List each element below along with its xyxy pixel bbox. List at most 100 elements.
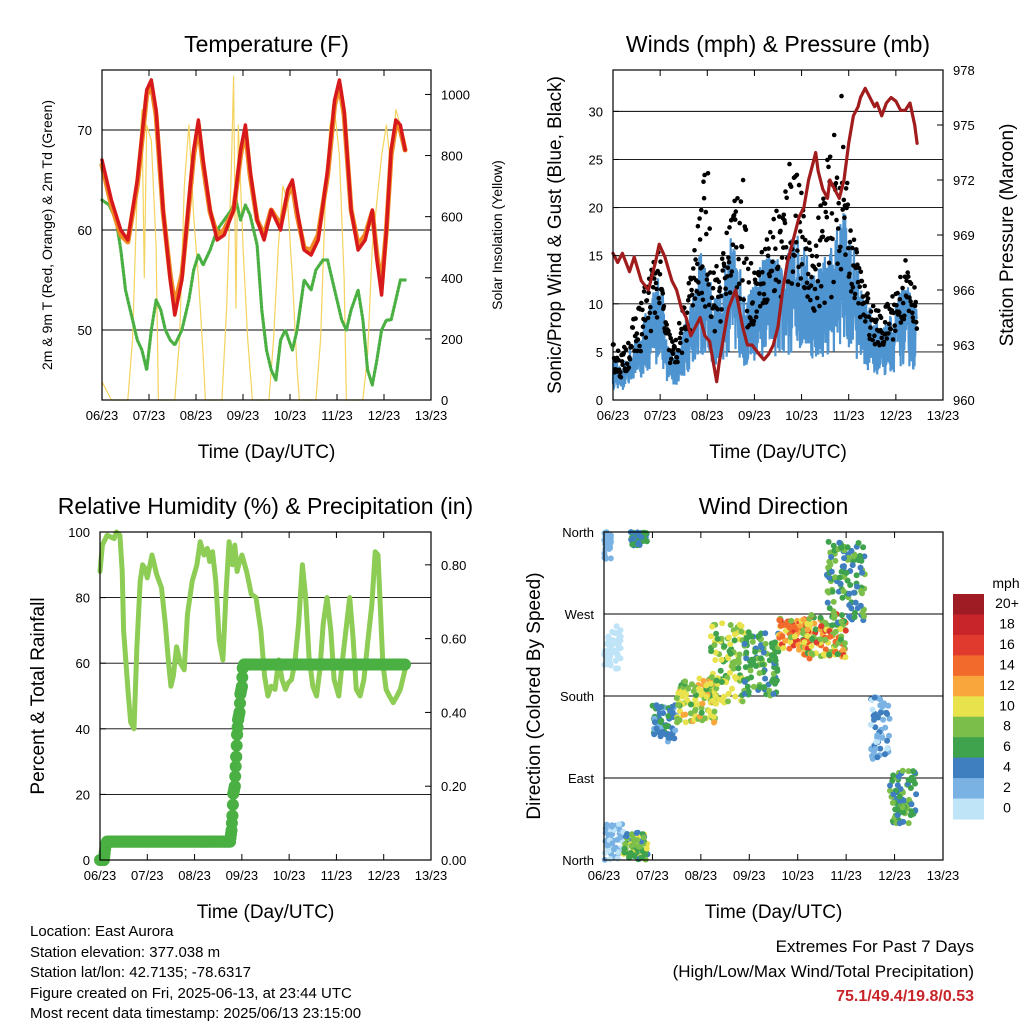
gust-point [727, 225, 732, 230]
direction-point [848, 547, 855, 554]
gust-point [898, 274, 903, 280]
gust-point [835, 226, 841, 231]
gust-point [705, 171, 711, 176]
x-tick-label: 11/23 [833, 408, 865, 423]
direction-point [719, 620, 726, 627]
y-tick-label: 20 [76, 787, 90, 802]
gust-point [719, 256, 725, 262]
direction-point [735, 656, 742, 663]
gust-point [783, 245, 789, 250]
direction-point [679, 690, 686, 697]
gust-point [834, 175, 840, 180]
gust-point [653, 280, 659, 286]
y2-tick-label: 975 [953, 118, 975, 133]
direction-point [820, 651, 827, 658]
gust-point [661, 304, 667, 309]
direction-point [657, 704, 664, 711]
direction-point [602, 546, 609, 553]
y2-tick-label: 200 [441, 332, 463, 347]
gust-point [900, 300, 906, 306]
gust-point [790, 269, 796, 275]
direction-point [756, 684, 763, 691]
gust-point [776, 279, 782, 285]
x-tick-label: 08/23 [180, 408, 213, 423]
plot-frame [101, 69, 432, 401]
humidity-precip-panel: Relative Humidity (%) & Precipitation (i… [28, 493, 473, 923]
gust-point [744, 256, 749, 262]
gust-point [722, 263, 727, 269]
gust-point [830, 236, 835, 242]
direction-point [739, 698, 746, 705]
gust-point [841, 197, 847, 203]
direction-point [710, 697, 717, 704]
gust-point [667, 332, 672, 337]
x-tick-label: 11/23 [321, 868, 353, 883]
gust-point [709, 314, 714, 320]
direction-point [759, 661, 766, 668]
gust-point [724, 230, 729, 236]
gust-point [766, 246, 771, 251]
gust-point [798, 276, 804, 281]
direction-point [851, 614, 858, 621]
direction-point [847, 582, 854, 588]
gust-point [805, 271, 811, 277]
colorbar-title: mph [992, 575, 1019, 591]
x-tick-label: 08/23 [178, 868, 211, 883]
direction-point [812, 626, 819, 633]
gust-point [862, 283, 867, 289]
direction-point [743, 655, 750, 662]
gust-point [804, 280, 810, 286]
gust-point [848, 228, 853, 233]
gust-point [727, 290, 733, 295]
direction-point [772, 639, 779, 646]
direction-point [850, 589, 857, 596]
x-axis-label: Time (Day/UTC) [709, 442, 847, 463]
gust-point [759, 249, 765, 255]
direction-point [606, 847, 613, 854]
plot-frame [99, 531, 432, 861]
y2-tick-label: 966 [953, 283, 975, 298]
gust-point [643, 335, 649, 340]
y2-tick-label: 400 [441, 271, 463, 286]
gust-point [640, 307, 645, 313]
wind-direction-panel: Wind Direction 06/23 07/23 08/23 09/23 10/23 1… [524, 493, 959, 923]
y-tick-label: 30 [589, 104, 603, 119]
direction-point [748, 674, 755, 681]
gust-point [865, 296, 871, 301]
colorbar-label: 8 [1003, 718, 1011, 734]
direction-point [861, 553, 868, 560]
gust-point [850, 284, 856, 290]
gust-point [897, 297, 903, 302]
direction-point [899, 804, 906, 811]
gust-point [820, 234, 826, 240]
gust-point [711, 270, 716, 276]
gust-point [781, 212, 787, 218]
y-axis-label-left: Direction (Colored By Speed) [524, 572, 545, 819]
colorbar-label: 12 [999, 677, 1015, 693]
colorbar-swatch [953, 757, 984, 779]
gust-point [757, 291, 762, 296]
gust-point [644, 298, 650, 303]
direction-point [761, 684, 768, 691]
gust-point [635, 337, 641, 342]
direction-point [897, 797, 904, 804]
x-tick-label: 12/23 [368, 408, 401, 423]
direction-point [690, 688, 697, 695]
series-gust [610, 93, 920, 380]
gust-point [757, 304, 763, 309]
direction-point [617, 637, 624, 644]
gust-point [656, 296, 662, 301]
y-axis-label-left: 2m & 9m T (Red, Orange) & 2m Td (Green) [39, 100, 55, 370]
colorbar-swatch [953, 614, 984, 636]
direction-point [727, 641, 734, 648]
direction-point [729, 663, 736, 670]
x-tick-label: 07/23 [636, 868, 669, 883]
direction-point [762, 675, 769, 682]
direction-point [643, 845, 650, 852]
gust-point [789, 281, 795, 286]
direction-point [838, 636, 844, 643]
gust-point [728, 273, 733, 278]
direction-point [607, 540, 614, 547]
series-temp-2m [100, 78, 407, 317]
colorbar-swatch [953, 737, 984, 759]
